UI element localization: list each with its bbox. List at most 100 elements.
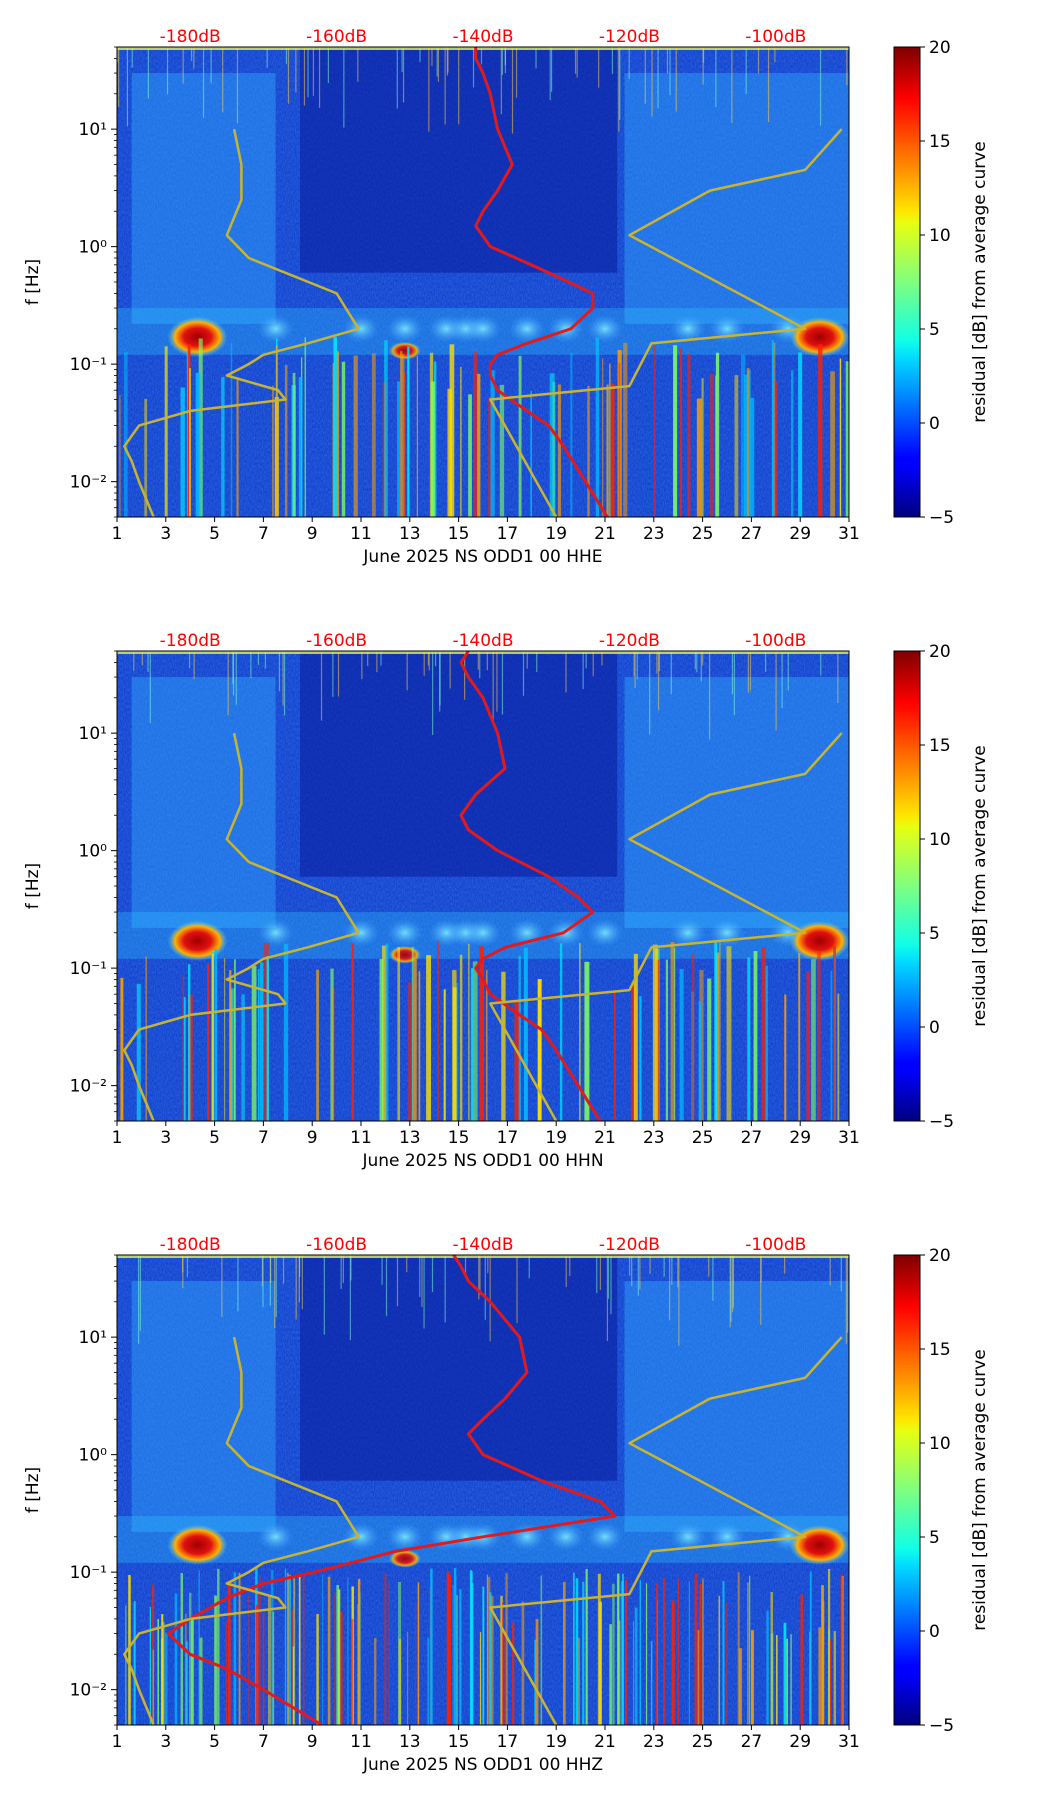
transient-streak [292,1646,295,1725]
transient-streak [371,353,376,517]
transient-streak [284,1568,287,1725]
transient-streak [534,1639,537,1725]
transient-streak [833,1631,836,1725]
transient-streak [722,1581,725,1725]
transient-streak [570,352,573,517]
x-tick-label: 1 [112,524,123,544]
transient-streak [540,1575,543,1725]
nyquist-edge [117,47,849,50]
transient-streak [262,1613,265,1725]
hf-noise-line [628,47,630,79]
transient-streak [530,391,532,517]
colorbar-tick-label: 0 [929,1018,940,1038]
transient-streak [500,1595,503,1725]
hf-noise-line [210,47,212,84]
transient-streak [505,1573,508,1725]
transient-streak [620,1581,624,1725]
hf-noise-line [236,47,239,124]
hf-noise-line [675,47,677,112]
hf-noise-line [731,651,734,695]
transient-streak [333,337,337,517]
transient-streak [291,1609,294,1725]
transient-streak [714,942,718,1121]
transient-streak [248,1595,250,1725]
hf-noise-line [550,47,553,92]
hf-noise-line [190,47,193,62]
transient-streak [501,971,506,1121]
hf-noise-line [501,47,504,76]
hf-noise-line [486,651,488,671]
hf-noise-line [343,47,345,128]
nyquist-edge [117,1255,849,1258]
transient-streak [407,1631,409,1725]
hot-spot-1 [167,1525,228,1566]
hf-noise-line [535,47,537,69]
hf-noise-line [767,47,770,123]
colorbar: 20 15 10 5 0 −5 residual [dB] from average cur… [893,1246,990,1736]
hf-noise-line [671,1255,673,1285]
transient-streak [766,1610,769,1725]
transient-streak [407,346,410,517]
colorbar-tick-label: 20 [929,642,951,662]
hf-noise-line [421,1255,423,1308]
hf-noise-line [708,1255,710,1277]
hf-noise-line [318,47,321,108]
x-axis-label: June 2025 NS ODD1 00 HHE [362,547,602,567]
colorbar-label: residual [dB] from average curve [970,1349,990,1630]
transient-streak [818,1627,822,1725]
hf-noise-line [639,1255,641,1290]
transient-streak [662,1578,666,1725]
transient-streak [416,355,418,517]
y-tick-label: 10⁻² [70,1077,107,1097]
hf-noise-line [694,651,696,670]
transient-streak [614,992,616,1121]
transient-streak [411,946,414,1121]
top-db-label: -120dB [599,27,660,47]
hot-spot-3 [388,341,421,360]
hf-noise-line [406,1255,408,1273]
y-tick-label: 10⁻¹ [70,1563,107,1583]
transient-streak [623,342,628,517]
hf-noise-line [464,1255,467,1274]
hot-spot-1 [167,921,228,962]
hf-noise-line [819,47,822,126]
transient-streak [340,1612,343,1725]
hf-noise-line [700,651,702,682]
transient-streak [199,1637,203,1725]
hf-noise-line [606,1255,609,1341]
transient-streak [384,1573,387,1725]
transient-streak [701,1578,704,1725]
microseism-blob-9 [547,314,584,343]
x-tick-label: 1 [112,1128,123,1148]
hf-noise-line [222,47,224,113]
transient-streak [447,388,452,517]
transient-streak [839,358,842,517]
transient-streak [133,1601,136,1725]
hf-noise-line [582,651,584,690]
transient-streak [255,1604,258,1725]
transient-streak [401,354,405,517]
hf-noise-line [381,1255,383,1285]
x-tick-label: 15 [448,524,470,544]
hf-noise-line [342,1255,344,1283]
x-tick-label: 11 [350,524,372,544]
transient-streak [639,1580,641,1725]
transient-streak [737,1572,740,1725]
transient-streak [384,340,388,517]
colorbar-tick-label: 20 [929,1246,951,1266]
transient-streak [502,1601,504,1725]
hf-noise-line [637,1255,639,1296]
transient-streak [298,377,303,517]
microseism-blob-2 [257,1522,294,1551]
transient-streak [388,1582,390,1725]
transient-streak [573,1572,575,1725]
transient-streak [330,968,334,1121]
x-tick-label: 27 [741,1732,763,1752]
hf-noise-line [340,1255,342,1290]
active-band-2 [624,677,849,928]
microseism-blob-2 [257,314,294,343]
hf-noise-line [141,651,143,666]
x-tick-label: 25 [692,1128,714,1148]
hf-noise-line [516,1255,518,1323]
x-tick-label: 29 [789,524,811,544]
